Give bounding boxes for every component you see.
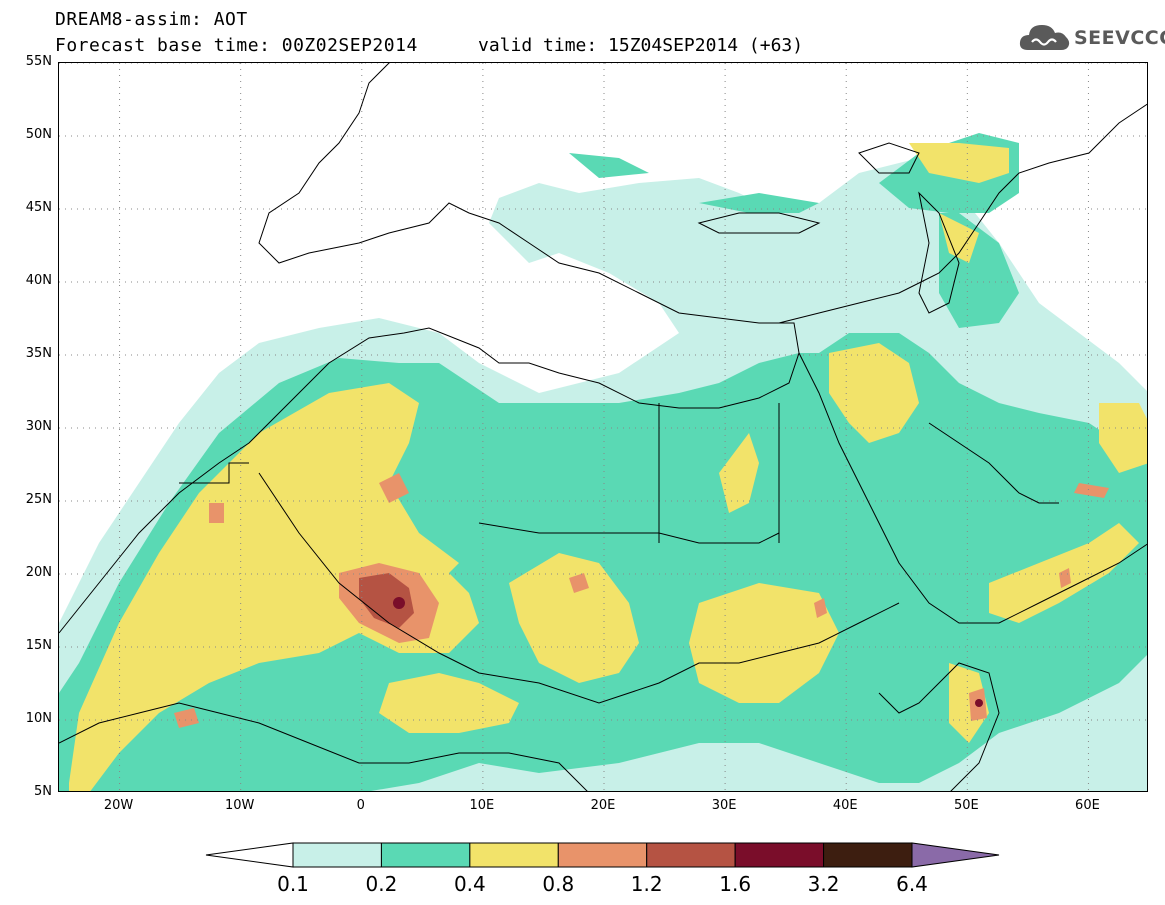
- seevccc-logo: SEEVCCC: [1018, 20, 1165, 56]
- lat-label: 45N: [25, 200, 52, 215]
- aot-1.2-shading: [359, 573, 414, 628]
- colorbar-box: [380, 842, 471, 868]
- lon-label: 60E: [1075, 798, 1100, 813]
- lat-label: 10N: [25, 711, 52, 726]
- colorbar-label: 3.2: [807, 872, 840, 896]
- colorbar-left-arrow: [205, 842, 294, 868]
- lat-label: 50N: [25, 127, 52, 142]
- lat-label: 25N: [25, 492, 52, 507]
- lon-label: 20W: [103, 798, 134, 813]
- colorbar-label: 0.2: [365, 872, 398, 896]
- map-title: DREAM8-assim: AOT: [55, 9, 248, 30]
- colorbar-box: [646, 842, 736, 868]
- logo-text: SEEVCCC: [1074, 27, 1165, 49]
- aot-0.4-shading: [69, 143, 1147, 791]
- forecast-base-time: Forecast base time: 00Z02SEP2014: [55, 35, 418, 56]
- lon-label: 10E: [469, 798, 495, 813]
- colorbar-box: [734, 842, 825, 868]
- valid-time: valid time: 15Z04SEP2014 (+63): [478, 35, 804, 56]
- lon-label: 30E: [711, 798, 737, 813]
- lon-label: 40E: [832, 798, 858, 813]
- cloud-icon: [1019, 25, 1070, 50]
- aot-1.6-shading: [393, 597, 983, 707]
- colorbar-label: 1.6: [719, 872, 752, 896]
- map-area: [58, 62, 1148, 792]
- lon-label: 20E: [590, 798, 616, 813]
- colorbar-label: 1.2: [630, 872, 663, 896]
- colorbar-label: 0.1: [277, 872, 309, 896]
- aot-map: [59, 63, 1147, 791]
- colorbar-box: [557, 842, 648, 868]
- lat-label: 20N: [25, 565, 52, 580]
- colorbar-label: 6.4: [896, 872, 928, 896]
- lat-label: 15N: [25, 638, 52, 653]
- lon-label: 0: [356, 798, 365, 813]
- coastlines: [59, 63, 1147, 791]
- colorbar-box: [823, 842, 913, 868]
- lat-label: 35N: [25, 346, 52, 361]
- aot-colorbar: [205, 842, 1000, 868]
- colorbar-box: [292, 842, 382, 868]
- lat-label: 5N: [34, 784, 52, 799]
- colorbar-right-arrow: [911, 842, 1000, 868]
- colorbar-label: 0.4: [453, 872, 486, 896]
- lat-label: 30N: [25, 419, 52, 434]
- lon-label: 10W: [224, 798, 255, 813]
- lat-label: 40N: [25, 273, 52, 288]
- colorbar-label: 0.8: [542, 872, 575, 896]
- lon-label: 50E: [953, 798, 979, 813]
- colorbar-box: [469, 842, 559, 868]
- lat-label: 55N: [25, 54, 52, 69]
